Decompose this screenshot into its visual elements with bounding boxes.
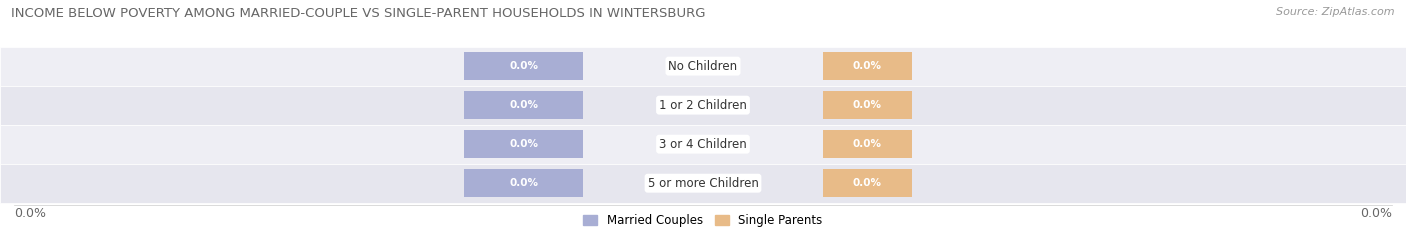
Text: 0.0%: 0.0%	[853, 61, 882, 71]
Text: 0.0%: 0.0%	[509, 139, 538, 149]
Text: 0.0%: 0.0%	[14, 207, 46, 220]
Legend: Married Couples, Single Parents: Married Couples, Single Parents	[583, 214, 823, 227]
Text: INCOME BELOW POVERTY AMONG MARRIED-COUPLE VS SINGLE-PARENT HOUSEHOLDS IN WINTERS: INCOME BELOW POVERTY AMONG MARRIED-COUPL…	[11, 7, 706, 20]
Text: 3 or 4 Children: 3 or 4 Children	[659, 138, 747, 151]
Text: 0.0%: 0.0%	[1360, 207, 1392, 220]
Text: 5 or more Children: 5 or more Children	[648, 177, 758, 190]
Text: 0.0%: 0.0%	[853, 178, 882, 188]
Text: 0.0%: 0.0%	[509, 100, 538, 110]
Text: 0.0%: 0.0%	[509, 178, 538, 188]
Text: 0.0%: 0.0%	[853, 100, 882, 110]
Text: 1 or 2 Children: 1 or 2 Children	[659, 99, 747, 112]
Text: 0.0%: 0.0%	[509, 61, 538, 71]
Text: Source: ZipAtlas.com: Source: ZipAtlas.com	[1277, 7, 1395, 17]
Text: No Children: No Children	[668, 60, 738, 73]
Text: 0.0%: 0.0%	[853, 139, 882, 149]
